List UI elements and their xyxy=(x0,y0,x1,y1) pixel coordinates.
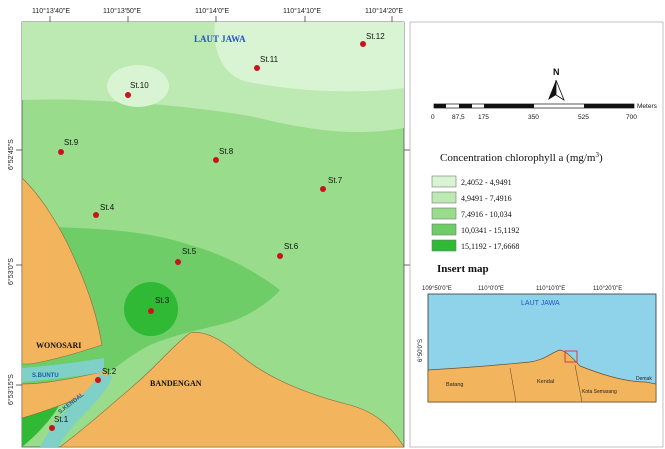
station-st10[interactable]: St.10 xyxy=(125,81,149,98)
insert-coord-1: 109°50'0"E xyxy=(422,286,452,292)
scale-bar: 0 87,5 175 350 525 700 Meters xyxy=(431,103,658,121)
station-label: St.5 xyxy=(182,247,197,256)
insert-coord-left: 6°50'0"S xyxy=(418,339,424,362)
main-map-ticks xyxy=(16,16,410,386)
legend-swatch-1 xyxy=(431,175,457,188)
station-st8[interactable]: St.8 xyxy=(213,147,234,163)
place-wonosari: WONOSARI xyxy=(36,341,81,350)
station-st12[interactable]: St.12 xyxy=(360,32,385,47)
insert-sea-label: LAUT JAWA xyxy=(521,300,560,307)
insert-map-title: Insert map xyxy=(437,263,489,275)
sea-label: LAUT JAWA xyxy=(194,34,246,44)
station-label: St.4 xyxy=(100,203,115,212)
station-st9[interactable]: St.9 xyxy=(58,138,79,155)
coord-top-1: 110°13'40"E xyxy=(32,7,70,15)
coord-top-3: 110°14'0"E xyxy=(195,7,229,15)
legend-label-4: 10,0341 - 15,1192 xyxy=(461,226,519,235)
insert-coord-4: 110°20'0"E xyxy=(593,286,622,292)
chlorophyll-zone-class5-st1 xyxy=(22,400,62,447)
station-st3[interactable]: St.3 xyxy=(148,296,170,314)
chlorophyll-zone-class1-north xyxy=(214,22,404,92)
main-map-left-coords: 6°52'45"S 6°53'0"S 6°53'15"S xyxy=(7,139,15,405)
land-bandengan xyxy=(59,332,405,448)
legend-label-1: 2,4052 - 4,9491 xyxy=(461,178,512,187)
north-arrow: N xyxy=(548,67,565,101)
station-label: St.6 xyxy=(284,242,299,251)
main-map-top-coords: 110°13'40"E 110°13'50"E 110°14'0"E 110°1… xyxy=(32,7,403,15)
north-arrow-icon xyxy=(548,80,556,100)
station-label: St.11 xyxy=(260,55,279,64)
station-label: St.9 xyxy=(64,138,79,147)
insert-coord-3: 110°10'0"E xyxy=(536,286,565,292)
station-label: St.12 xyxy=(366,32,385,41)
insert-map: LAUT JAWA Batang Kendal Kota Semarang De… xyxy=(427,293,657,403)
scale-tick-0: 0 xyxy=(431,114,435,121)
land-wonosari xyxy=(21,177,103,365)
coord-left-2: 6°53'0"S xyxy=(7,258,15,285)
coord-top-4: 110°14'10"E xyxy=(283,7,321,15)
station-label: St.1 xyxy=(54,415,69,424)
coord-top-2: 110°13'50"E xyxy=(103,7,141,15)
river-buntu xyxy=(22,358,104,382)
coord-left-3: 6°53'15"S xyxy=(7,374,15,405)
station-label: St.8 xyxy=(219,147,234,156)
station-st4[interactable]: St.4 xyxy=(93,203,115,218)
insert-study-area-box xyxy=(564,350,578,363)
station-st1[interactable]: St.1 xyxy=(49,415,69,431)
station-label: St.10 xyxy=(130,81,149,90)
chlorophyll-zone-class1-st10 xyxy=(107,65,169,107)
insert-place-batang: Batang xyxy=(446,382,463,388)
place-bandengan: BANDENGAN xyxy=(150,379,202,388)
main-map xyxy=(16,16,410,448)
insert-coord-2: 110°0'0"E xyxy=(478,286,504,292)
coord-left-1: 6°52'45"S xyxy=(7,139,15,170)
station-label: St.3 xyxy=(155,296,170,305)
insert-place-demak: Demak xyxy=(636,376,652,382)
stations: St.1 St.2 St.3 St.4 St.5 St.6 St.7 St.8 … xyxy=(49,32,385,431)
station-label: St.2 xyxy=(102,367,117,376)
insert-land xyxy=(427,349,657,403)
insert-place-kota-semarang: Kota Semarang xyxy=(582,389,617,395)
legend-label-2: 4,9491 - 7,4916 xyxy=(461,194,512,203)
insert-map-top-coords: 109°50'0"E 110°0'0"E 110°10'0"E 110°20'0… xyxy=(422,286,622,292)
legend-title: Concentration chlorophyll a (mg/m3) xyxy=(440,151,603,164)
scale-tick-4: 525 xyxy=(578,114,589,121)
legend-label-3: 7,4916 - 10,034 xyxy=(461,210,512,219)
label-river-buntu: S.BUNTU xyxy=(32,373,59,379)
scale-unit: Meters xyxy=(637,103,658,110)
station-st6[interactable]: St.6 xyxy=(277,242,299,259)
station-st11[interactable]: St.11 xyxy=(254,55,279,71)
legend-label-5: 15,1192 - 17,6668 xyxy=(461,242,519,251)
legend-swatch-3 xyxy=(431,207,457,220)
station-label: St.7 xyxy=(328,176,343,185)
scale-tick-3: 350 xyxy=(528,114,539,121)
legend: Concentration chlorophyll a (mg/m3) 2,40… xyxy=(431,151,603,252)
scale-tick-2: 175 xyxy=(478,114,489,121)
scale-tick-5: 700 xyxy=(626,114,637,121)
legend-swatch-4 xyxy=(431,223,457,236)
station-st5[interactable]: St.5 xyxy=(175,247,197,265)
coord-top-5: 110°14'20"E xyxy=(365,7,403,15)
legend-swatch-2 xyxy=(431,191,457,204)
river-kendal xyxy=(40,374,112,447)
north-arrow-letter: N xyxy=(553,67,560,77)
station-st2[interactable]: St.2 xyxy=(95,367,117,383)
insert-place-kendal: Kendal xyxy=(537,379,554,385)
legend-swatch-5 xyxy=(431,239,457,252)
scale-tick-1: 87,5 xyxy=(452,114,465,121)
station-st7[interactable]: St.7 xyxy=(320,176,343,192)
